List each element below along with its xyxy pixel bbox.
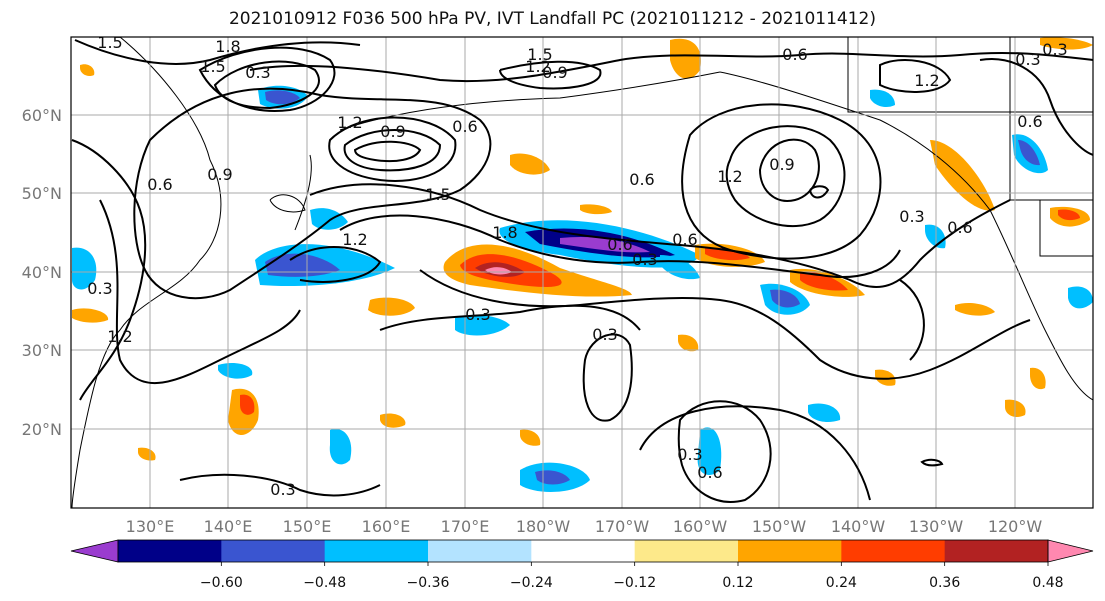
colorbar-tick-label: −0.60: [200, 575, 243, 591]
colorbar-extend-max: [1047, 539, 1094, 563]
colorbar-tick-label: −0.36: [407, 575, 450, 591]
shaded-pv-anomalies: [72, 37, 1093, 492]
lat-label: 20°N: [22, 420, 62, 439]
contour-label: 0.6: [1017, 112, 1042, 131]
longitude-labels: 130°E 140°E 150°E 160°E 170°E 180°W 170°W 160°W…: [126, 517, 1043, 536]
contour-label: 0.3: [1042, 40, 1067, 59]
contour-labels: 1.5 1.81.5 0.31.2 0.9 0.61.51.20.90.61.20.30…: [87, 33, 1067, 499]
contour-label: 0.9: [542, 63, 567, 82]
lon-label: 180°W: [516, 517, 571, 536]
map-frame: [70, 36, 1094, 509]
contour-label: 0.6: [782, 45, 807, 64]
contour-label: 1.2: [342, 230, 367, 249]
contour-label: 0.3: [465, 305, 490, 324]
contour-label: 1.2: [337, 113, 362, 132]
contour-label: 0.9: [207, 165, 232, 184]
colorbar: [70, 539, 1094, 563]
lat-label: 60°N: [22, 106, 62, 125]
contour-label: 0.6: [629, 170, 654, 189]
lon-label: 150°E: [283, 517, 332, 536]
graticule: [71, 37, 1093, 508]
contour-label: 0.3: [899, 207, 924, 226]
contour-label: 0.6: [947, 218, 972, 237]
colorbar-tick-label: −0.48: [303, 575, 346, 591]
contour-label: 0.6: [697, 463, 722, 482]
colorbar-segment: [324, 540, 429, 562]
colorbar-extend-min: [70, 539, 119, 563]
contour-label: 0.9: [769, 155, 794, 174]
contour-label: 1.8: [492, 223, 517, 242]
contour-label: 0.6: [452, 117, 477, 136]
contour-label: 0.3: [270, 480, 295, 499]
contour-label: 0.3: [87, 279, 112, 298]
lon-label: 170°E: [441, 517, 490, 536]
lat-label: 40°N: [22, 263, 62, 282]
contour-label: 0.9: [380, 122, 405, 141]
contour-label: 1.8: [215, 37, 240, 56]
colorbar-outline: [117, 539, 1049, 563]
lon-label: 130°E: [126, 517, 175, 536]
contour-label: 0.6: [672, 230, 697, 249]
contour-label: 0.6: [607, 235, 632, 254]
lat-label: 30°N: [22, 341, 62, 360]
lon-label: 160°E: [362, 517, 411, 536]
colorbar-tick-label: −0.12: [613, 575, 656, 591]
contour-label: 0.3: [245, 63, 270, 82]
lon-label: 120°W: [988, 517, 1043, 536]
colorbar-tick-label: 0.12: [722, 575, 753, 591]
colorbar-segment: [221, 540, 326, 562]
lon-label: 140°W: [831, 517, 886, 536]
contour-label: 1.2: [107, 327, 132, 346]
contour-label: 1.2: [914, 71, 939, 90]
coastlines: [71, 37, 1093, 508]
colorbar-tick-label: 0.36: [929, 575, 960, 591]
colorbar-segment: [428, 540, 532, 562]
map-title: 2021010912 F036 500 hPa PV, IVT Landfall…: [228, 9, 876, 29]
contour-label: 0.3: [677, 445, 702, 464]
colorbar-segment: [738, 540, 842, 562]
lon-label: 160°W: [673, 517, 728, 536]
lon-label: 170°W: [595, 517, 650, 536]
colorbar-segment: [118, 540, 222, 562]
contour-label: 0.6: [147, 175, 172, 194]
pv-contours: [71, 39, 1093, 503]
contour-label: 0.3: [632, 250, 657, 269]
contour-label: 1.5: [200, 57, 225, 76]
colorbar-segment: [944, 540, 1049, 562]
colorbar-tick-label: 0.24: [826, 575, 857, 591]
lat-label: 50°N: [22, 184, 62, 203]
contour-label: 0.3: [1015, 50, 1040, 69]
lon-label: 150°W: [752, 517, 807, 536]
colorbar-tick-labels: −0.60 −0.48 −0.36 −0.24 −0.12 0.12 0.24 0.36 0.4…: [200, 562, 1064, 591]
contour-label: 1.5: [425, 185, 450, 204]
colorbar-tick-label: −0.24: [510, 575, 553, 591]
lon-label: 130°W: [909, 517, 964, 536]
lon-label: 140°E: [204, 517, 253, 536]
colorbar-segment: [634, 540, 739, 562]
contour-label: 1.5: [527, 45, 552, 64]
contour-label: 1.2: [717, 167, 742, 186]
colorbar-tick-label: 0.48: [1032, 575, 1063, 591]
colorbar-segment: [841, 540, 946, 562]
latitude-labels: 60°N 50°N 40°N 30°N 20°N: [22, 106, 62, 439]
contour-label: 1.2: [525, 57, 550, 76]
contour-label: 0.3: [592, 325, 617, 344]
contour-label: 1.5: [97, 33, 122, 52]
colorbar-segment: [531, 540, 636, 562]
